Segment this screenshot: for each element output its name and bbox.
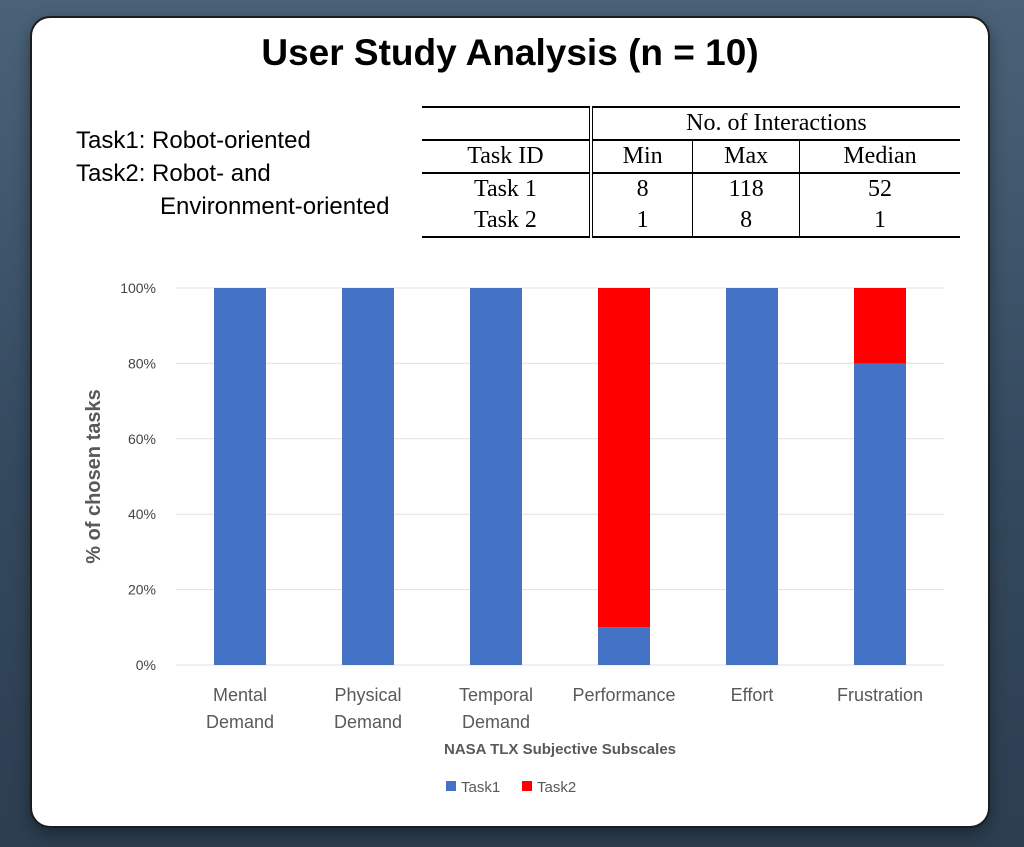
x-tick-label: Demand bbox=[334, 712, 402, 732]
table-group-header: No. of Interactions bbox=[590, 106, 960, 141]
x-tick-label: Temporal bbox=[459, 685, 533, 705]
figure-title: User Study Analysis (n = 10) bbox=[261, 32, 759, 73]
bar-task1 bbox=[342, 288, 394, 665]
table-col-header: Task ID bbox=[422, 140, 593, 174]
legend-swatch-task2 bbox=[522, 781, 532, 791]
y-axis-title: % of chosen tasks bbox=[83, 389, 105, 564]
y-tick-label: 20% bbox=[128, 582, 156, 598]
table-col-header: Max bbox=[692, 140, 800, 174]
table-empty-corner bbox=[422, 106, 593, 141]
task-note-2: Task2: Robot- and bbox=[76, 160, 271, 187]
table-cell: 118 bbox=[692, 173, 800, 205]
table-cell: 1 bbox=[590, 205, 694, 238]
table-header-row: Task ID Min Max Median bbox=[422, 140, 960, 174]
x-tick-label: Demand bbox=[206, 712, 274, 732]
task-notes: Task1: Robot-oriented Task2: Robot- and … bbox=[76, 124, 389, 223]
table-cell: 52 bbox=[867, 176, 892, 202]
x-tick-label: Effort bbox=[731, 685, 774, 705]
y-tick-label: 60% bbox=[128, 431, 156, 447]
bar-task1 bbox=[214, 288, 266, 665]
table-col-header: Median bbox=[799, 140, 960, 174]
x-tick-label: Demand bbox=[462, 712, 530, 732]
task-note-1: Task1: Robot-oriented bbox=[76, 127, 311, 154]
legend-label-task2: Task2 bbox=[537, 779, 576, 796]
y-tick-label: 40% bbox=[128, 506, 156, 522]
x-tick-label: Performance bbox=[572, 685, 675, 705]
bar-task2 bbox=[598, 288, 650, 628]
bar-task1 bbox=[598, 627, 650, 665]
table-cell: 1 bbox=[799, 205, 960, 238]
x-tick-label: Frustration bbox=[837, 685, 923, 705]
table-cell: 8 bbox=[590, 173, 694, 205]
table-cell: Task 1 bbox=[422, 173, 593, 205]
interactions-table: No. of Interactions Task ID Min Max Medi… bbox=[422, 106, 960, 238]
table-cell: 8 bbox=[692, 205, 800, 238]
bar-task1 bbox=[726, 288, 778, 665]
table-cell: Task 2 bbox=[422, 205, 593, 238]
y-tick-label: 0% bbox=[136, 657, 156, 673]
y-tick-label: 80% bbox=[128, 355, 156, 371]
table-row: Task 2 1 8 1 bbox=[422, 205, 960, 238]
table-row: Task 1 8 118 52 bbox=[422, 173, 960, 205]
x-axis-title: NASA TLX Subjective Subscales bbox=[444, 741, 676, 758]
bar-task2 bbox=[854, 288, 906, 364]
x-tick-label: Physical bbox=[334, 685, 401, 705]
table-col-header: Min bbox=[590, 140, 694, 174]
legend-swatch-task1 bbox=[446, 781, 456, 791]
table-header-group-row: No. of Interactions bbox=[422, 106, 960, 141]
task-note-2-cont: Environment-oriented bbox=[160, 193, 390, 220]
figure-card: User Study Analysis (n = 10) Task1: Robo… bbox=[32, 18, 988, 826]
x-tick-label: Mental bbox=[213, 685, 267, 705]
legend-label-task1: Task1 bbox=[461, 779, 500, 796]
bar-task1 bbox=[854, 363, 906, 665]
bar-task1 bbox=[470, 288, 522, 665]
y-tick-label: 100% bbox=[120, 280, 156, 296]
